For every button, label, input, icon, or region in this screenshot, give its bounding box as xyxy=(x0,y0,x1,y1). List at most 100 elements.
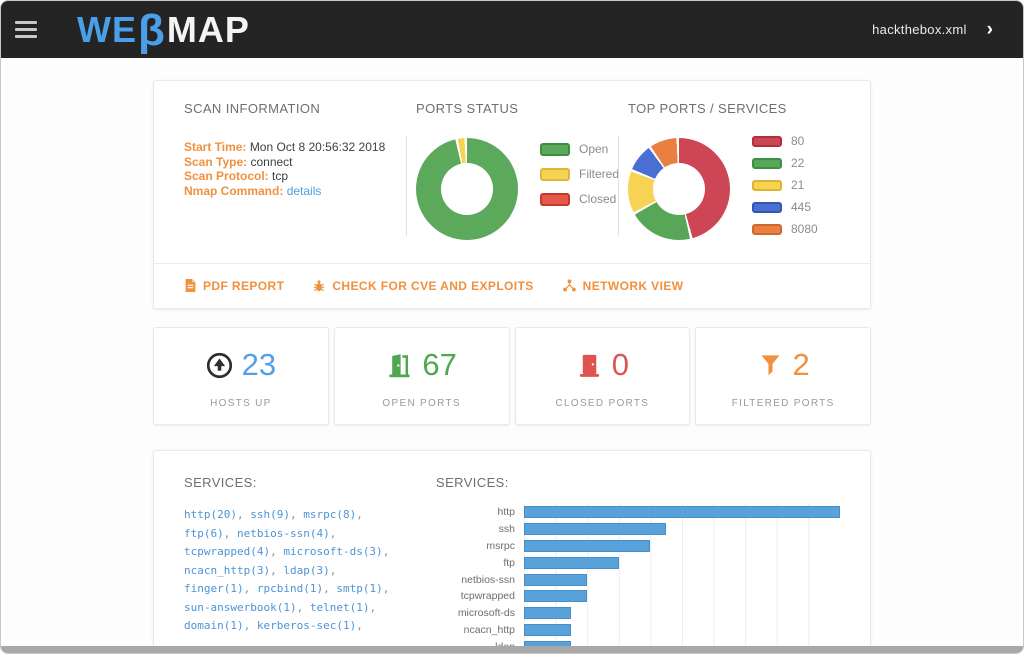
legend-label: 445 xyxy=(791,200,812,214)
legend-item[interactable]: 21 xyxy=(752,178,818,192)
service-link[interactable]: tcpwrapped(4) xyxy=(184,545,271,558)
chevron-right-icon[interactable]: › xyxy=(986,19,993,40)
top-ports-section: TOP PORTS / SERVICES 80 22 21 445 8080 xyxy=(618,101,840,247)
services-bar-chart[interactable]: http ssh msrpc ftp netbios-ssn tcpwrapped micr… xyxy=(436,504,840,653)
top-ports-title: TOP PORTS / SERVICES xyxy=(628,101,787,116)
scan-info-row: Scan Protocol: tcp xyxy=(184,169,289,184)
bar-plot-area xyxy=(524,587,840,605)
legend-label: 8080 xyxy=(791,222,818,236)
filtered-ports-label: FILTERED PORTS xyxy=(731,398,835,409)
door-closed-icon xyxy=(576,352,603,379)
funnel-icon xyxy=(757,352,784,379)
bar[interactable] xyxy=(524,556,619,569)
legend-item[interactable]: 22 xyxy=(752,156,818,170)
service-link[interactable]: domain(1) xyxy=(184,619,244,632)
open-ports-label: OPEN PORTS xyxy=(382,398,461,409)
filtered-ports-card: 2 FILTERED PORTS xyxy=(695,327,871,425)
service-link[interactable]: netbios-ssn(4) xyxy=(237,526,330,540)
service-link[interactable]: kerberos-sec(1) xyxy=(256,619,357,632)
bar-category-label: netbios-ssn xyxy=(461,573,515,586)
app-header: WE β MAP hackthebox.xml › xyxy=(1,1,1023,58)
app-logo: WE β MAP xyxy=(77,8,250,52)
legend-label: 80 xyxy=(791,134,805,148)
scan-information-title: SCAN INFORMATION xyxy=(184,101,321,116)
legend-item[interactable]: 445 xyxy=(752,200,818,214)
door-open-icon xyxy=(386,352,413,379)
ports-status-title: PORTS STATUS xyxy=(416,101,519,116)
service-link[interactable]: msrpc(8) xyxy=(303,508,357,521)
pdf-report-button[interactable]: PDF REPORT xyxy=(184,278,284,293)
arrow-up-circle-icon xyxy=(206,352,233,379)
bar-category-label: microsoft-ds xyxy=(457,607,515,620)
services-list-section: SERVICES: http(20), ssh(9), msrpc(8), ft… xyxy=(184,475,404,653)
hosts-up-value: 23 xyxy=(241,347,277,382)
bar-row: netbios-ssn xyxy=(436,571,840,588)
bar[interactable] xyxy=(524,539,651,552)
service-link[interactable]: ldap(3) xyxy=(283,563,330,577)
bar-plot-area xyxy=(524,520,840,538)
network-icon xyxy=(562,279,577,293)
service-link[interactable]: telnet(1) xyxy=(309,600,370,614)
closed-ports-value: 0 xyxy=(611,347,629,382)
bar-row: tcpwrapped xyxy=(436,587,840,605)
bar[interactable] xyxy=(524,573,588,586)
legend-swatch xyxy=(540,142,570,156)
pdf-document-icon xyxy=(184,278,197,293)
bar-category-label: msrpc xyxy=(486,539,515,552)
top-ports-donut-chart[interactable] xyxy=(628,138,730,240)
scan-info-row: Scan Type: connect xyxy=(184,154,293,169)
legend-label: Filtered xyxy=(579,167,620,181)
legend-item[interactable]: Filtered xyxy=(540,167,619,181)
service-link[interactable]: http(20) xyxy=(184,508,237,521)
bar-plot-area xyxy=(524,571,840,588)
legend-label: 21 xyxy=(791,178,805,192)
legend-item[interactable]: 8080 xyxy=(752,222,818,236)
bar[interactable] xyxy=(524,523,667,536)
service-link[interactable]: finger(1) xyxy=(184,582,244,595)
bar[interactable] xyxy=(524,623,572,636)
bar-category-label: ssh xyxy=(498,523,515,536)
bar[interactable] xyxy=(524,590,588,603)
legend-label: Closed xyxy=(579,192,617,206)
service-link[interactable]: microsoft-ds(3) xyxy=(283,545,383,558)
service-link[interactable]: sun-answerbook(1) xyxy=(184,600,297,614)
hosts-up-label: HOSTS UP xyxy=(210,398,272,409)
services-list-title: SERVICES: xyxy=(184,475,257,490)
filtered-ports-value: 2 xyxy=(792,347,810,382)
service-link[interactable]: ftp(6) xyxy=(184,526,224,540)
service-link[interactable]: smtp(1) xyxy=(336,582,383,595)
bar-plot-area xyxy=(524,621,840,639)
closed-ports-card: 0 CLOSED PORTS xyxy=(514,327,691,425)
cve-check-button[interactable]: CHECK FOR CVE AND EXPLOITS xyxy=(312,279,533,293)
open-ports-value: 67 xyxy=(422,347,457,382)
logo-map: MAP xyxy=(166,8,250,50)
bar-category-label: ncacn_http xyxy=(463,623,515,636)
scan-file-name[interactable]: hackthebox.xml xyxy=(872,22,967,37)
legend-item[interactable]: 80 xyxy=(752,134,818,148)
bar-row: ssh xyxy=(436,520,840,538)
legend-item[interactable]: Open xyxy=(540,142,619,156)
scan-info-row: Nmap Command: details xyxy=(184,183,322,198)
service-link[interactable]: rpcbind(1) xyxy=(256,582,324,595)
bar[interactable] xyxy=(524,506,840,519)
hosts-up-card: 23 HOSTS UP xyxy=(153,327,329,425)
nmap-command-details-link[interactable]: details xyxy=(286,183,322,198)
ports-status-donut-chart[interactable] xyxy=(416,138,518,240)
bar-category-label: tcpwrapped xyxy=(460,590,515,603)
legend-item[interactable]: Closed xyxy=(540,192,619,206)
bar-category-label: http xyxy=(497,506,515,519)
hamburger-menu-icon[interactable] xyxy=(15,21,37,38)
bar-plot-area xyxy=(524,554,840,572)
service-link[interactable]: ncacn_http(3) xyxy=(184,563,271,577)
bar[interactable] xyxy=(524,607,572,620)
service-link[interactable]: ssh(9) xyxy=(250,508,290,521)
bar-row: ncacn_http xyxy=(436,621,840,639)
legend-swatch xyxy=(752,157,782,169)
network-view-button[interactable]: NETWORK VIEW xyxy=(562,279,684,293)
services-chart-section: SERVICES: http ssh msrpc ftp netbios-ssn tcpw… xyxy=(436,475,840,653)
logo-b-glyph: β xyxy=(138,5,166,55)
legend-swatch xyxy=(752,201,782,213)
bar-plot-area xyxy=(524,604,840,622)
closed-ports-label: CLOSED PORTS xyxy=(555,398,650,409)
